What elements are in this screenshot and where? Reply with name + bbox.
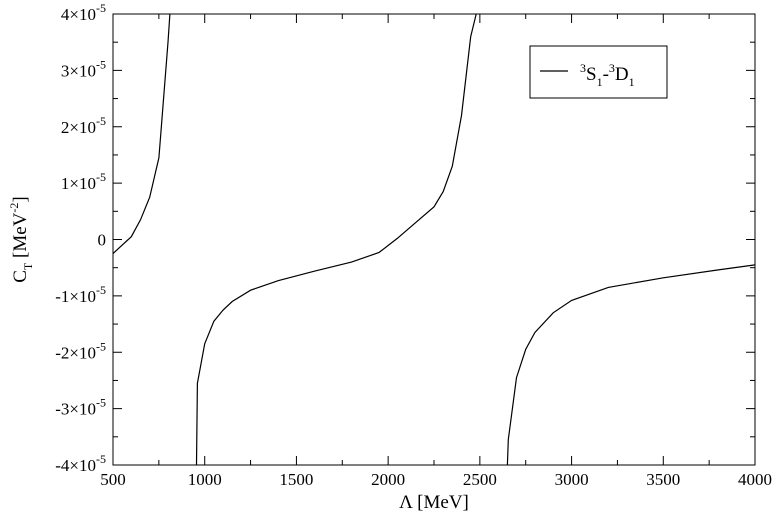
y-tick-label: 4×10-5	[61, 1, 106, 24]
series-line-segment	[506, 264, 756, 466]
y-tick-label: -2×10-5	[55, 339, 106, 362]
x-tick-label: 2500	[463, 470, 497, 489]
legend-box	[529, 45, 668, 99]
x-tick-label: 2000	[371, 470, 405, 489]
y-tick-label: 1×10-5	[61, 170, 106, 193]
series-line-segment	[195, 13, 477, 466]
x-tick-label: 1500	[279, 470, 313, 489]
x-tick-label: 3500	[646, 470, 680, 489]
y-tick-label: 2×10-5	[61, 114, 106, 137]
y-tick-label: -3×10-5	[55, 396, 106, 419]
y-tick-label: -4×10-5	[55, 452, 106, 475]
x-tick-label: 4000	[738, 470, 772, 489]
x-tick-label: 3000	[555, 470, 589, 489]
y-tick-label: -1×10-5	[55, 283, 106, 306]
curves	[112, 13, 756, 466]
y-axis: 4×10-5 3×10-5 2×10-5 1×10-5 0 -1×10-5 -2×10-5 -…	[55, 1, 755, 475]
x-tick-label: 1000	[188, 470, 222, 489]
x-axis: 500 1000 1500 2000 2500 3000 3500 4000	[100, 14, 772, 489]
y-axis-label: CT [MeV-2]	[7, 196, 35, 283]
x-axis-label: Λ [MeV]	[399, 492, 469, 513]
series-line-segment	[112, 13, 171, 255]
y-tick-label: 3×10-5	[61, 57, 106, 80]
legend: 3S1-3D1	[529, 45, 668, 99]
legend-label: 3S1-3D1	[580, 61, 635, 89]
y-tick-label: 0	[98, 231, 107, 250]
x-tick-label: 500	[100, 470, 126, 489]
